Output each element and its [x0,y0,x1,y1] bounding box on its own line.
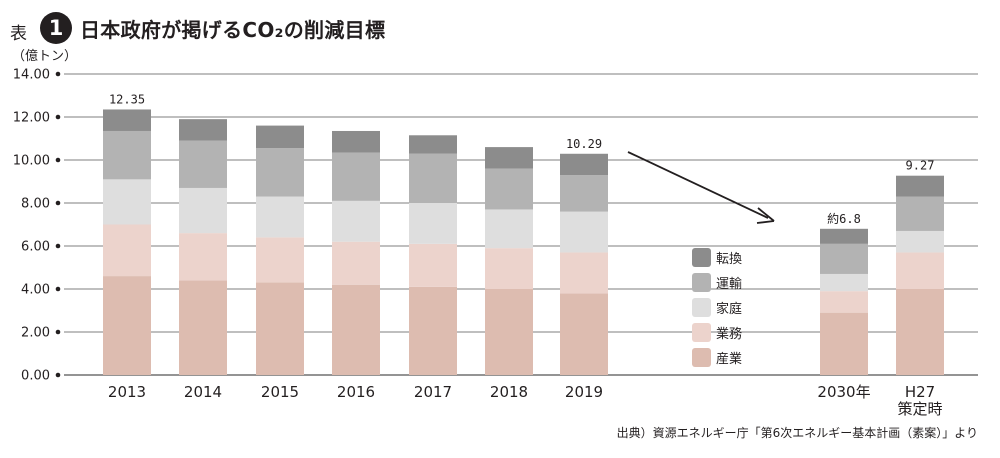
legend-swatch-家庭 [692,298,711,317]
bar-segment-産業-4 [409,286,457,375]
y-tick-label: 2.00 [21,326,50,341]
data-label: 10.29 [566,137,602,151]
bar-segment-運輸-3 [332,152,380,201]
bar-segment-運輸-2 [256,148,304,197]
bar-segment-運輸-4 [409,153,457,203]
bar-segment-業務-1 [179,233,227,281]
bar-segment-業務-8 [896,252,944,289]
legend-label: 転換 [716,252,742,267]
bar-segment-運輸-6 [560,175,608,212]
legend-swatch-産業 [692,348,711,367]
x-tick-label: 2017 [414,383,452,401]
legend-label: 運輸 [716,277,742,292]
bar-segment-産業-8 [896,289,944,375]
legend-label: 家庭 [716,301,742,317]
bar-segment-産業-2 [256,282,304,375]
tick-dot [55,243,61,249]
bar-segment-家庭-7 [820,273,868,292]
bar-segment-転換-2 [256,125,304,149]
bar-segment-転換-0 [103,109,151,131]
bar-segment-家庭-6 [560,211,608,253]
bar-segment-運輸-1 [179,140,227,188]
bar-segment-産業-7 [820,312,868,375]
y-tick-label: 12.00 [13,111,50,126]
bar-segment-業務-6 [560,252,608,294]
bar-segment-運輸-7 [820,243,868,274]
data-label: 約6.8 [827,211,861,226]
bar-segment-家庭-3 [332,200,380,242]
bar-segment-産業-3 [332,284,380,375]
data-labels: 12.35 10.29 約6.8 9.27 [109,92,935,225]
chart-header: 表 1 日本政府が掲げるCO₂の削減目標 [0,0,1000,46]
table-prefix: 表 [10,24,27,44]
bars [103,109,944,375]
x-tick-labels: 2013 2014 2015 2016 2017 2018 2019 2030年 H27 策定時 [108,383,943,418]
legend-swatch-業務 [692,323,711,342]
bar-segment-業務-0 [103,224,151,277]
x-tick-label: 2018 [490,383,528,401]
x-tick-label: 2016 [337,383,375,401]
y-tick-label: 0.00 [21,369,50,384]
y-tick-label: 4.00 [21,283,50,298]
bar-segment-転換-6 [560,153,608,176]
bar-segment-業務-3 [332,241,380,285]
bar-segment-転換-4 [409,135,457,154]
x-tick-label: 2030年 [817,383,870,401]
y-tick-labels: 0.00 2.00 4.00 6.00 8.00 10.00 12.00 14.00 [13,68,50,384]
y-tick-label: 14.00 [13,68,50,83]
x-tick-label: H27 策定時 [897,383,942,418]
data-label: 9.27 [906,159,935,173]
x-tick-label: 2013 [108,383,146,401]
arrow-head [756,207,775,224]
bar-segment-転換-1 [179,119,227,141]
figure-number-badge: 1 [40,12,72,44]
y-tick-label: 8.00 [21,197,50,212]
bar-segment-家庭-0 [103,179,151,225]
y-tick-label: 10.00 [13,154,50,169]
tick-dot [55,286,61,292]
tick-dot [55,372,61,378]
trend-arrow [627,151,775,224]
bar-segment-業務-7 [820,291,868,313]
tick-dot [55,71,61,77]
arrow-shaft [627,151,769,219]
bar-segment-業務-2 [256,237,304,283]
source-note: 出典）資源エネルギー庁「第6次エネルギー基本計画（素案）」より [616,426,978,440]
tick-dot [55,114,61,120]
y-tick-label: 6.00 [21,240,50,255]
bar-segment-家庭-8 [896,230,944,253]
x-tick-label: 2015 [261,383,299,401]
legend-label: 業務 [716,326,742,342]
bar-segment-産業-0 [103,276,151,375]
y-axis-label: （億トン） [12,48,77,64]
data-label: 12.35 [109,92,145,106]
bar-segment-転換-5 [485,147,533,169]
bar-segment-家庭-5 [485,209,533,249]
bar-segment-家庭-2 [256,196,304,238]
bar-segment-転換-8 [896,175,944,197]
legend-swatch-転換 [692,248,711,267]
tick-dot [55,157,61,163]
legend-swatch-運輸 [692,273,711,292]
bar-segment-家庭-4 [409,203,457,244]
bar-segment-業務-5 [485,248,533,289]
bar-segment-産業-6 [560,293,608,375]
bar-segment-産業-5 [485,289,533,375]
tick-dot [55,329,61,335]
bar-segment-運輸-8 [896,196,944,231]
bar-segment-家庭-1 [179,187,227,234]
x-tick-label: 2014 [184,383,222,401]
x-tick-label: 2019 [565,383,603,401]
tick-dot [55,200,61,206]
bar-segment-運輸-5 [485,168,533,210]
chart-title: 日本政府が掲げるCO₂の削減目標 [80,18,386,42]
bar-segment-転換-7 [820,228,868,244]
legend-label: 産業 [716,351,742,367]
bar-segment-産業-1 [179,280,227,375]
bar-segment-運輸-0 [103,130,151,180]
bar-segment-転換-3 [332,130,380,153]
bar-segment-業務-4 [409,243,457,287]
